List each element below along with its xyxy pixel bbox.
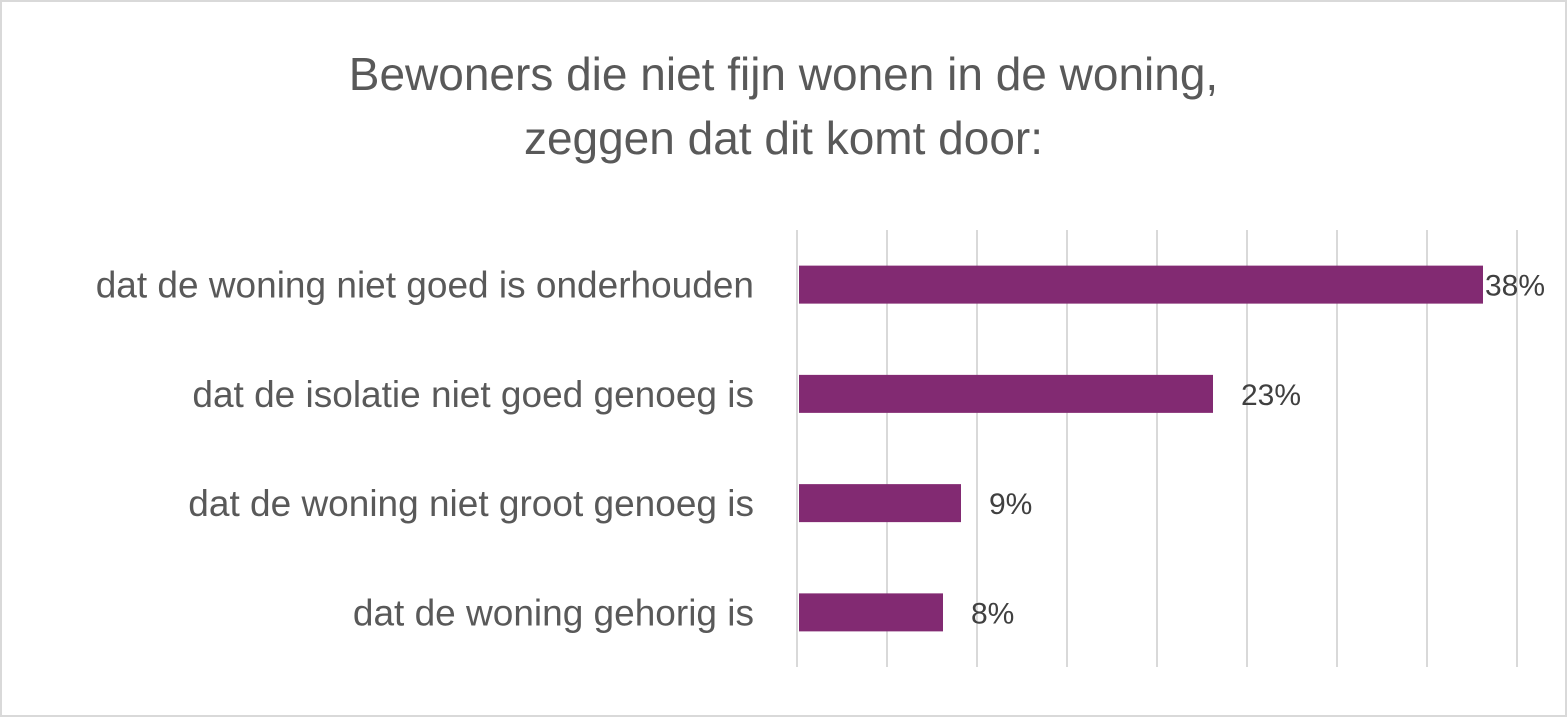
bar [799,265,1483,304]
data-label: 8% [971,597,1014,630]
bar [799,484,961,523]
bar [799,593,943,632]
bar [799,374,1213,413]
category-label: dat de woning niet goed is onderhouden [96,265,754,306]
chart-title-line-1: Bewoners die niet fijn wonen in de wonin… [348,48,1219,100]
data-labels: 38% 23% 9% 8% [971,270,1545,631]
category-label: dat de isolatie niet goed genoeg is [192,374,754,415]
data-label: 23% [1241,379,1301,412]
bars [799,265,1483,632]
category-labels: dat de woning niet goed is onderhouden da… [96,265,754,634]
data-label: 38% [1485,270,1545,303]
chart-title-line-2: zeggen dat dit komt door: [523,112,1044,164]
data-label: 9% [989,488,1032,521]
category-label: dat de woning niet groot genoeg is [188,483,754,524]
chart-title: Bewoners die niet fijn wonen in de wonin… [2,42,1565,170]
category-label: dat de woning gehorig is [353,592,754,633]
